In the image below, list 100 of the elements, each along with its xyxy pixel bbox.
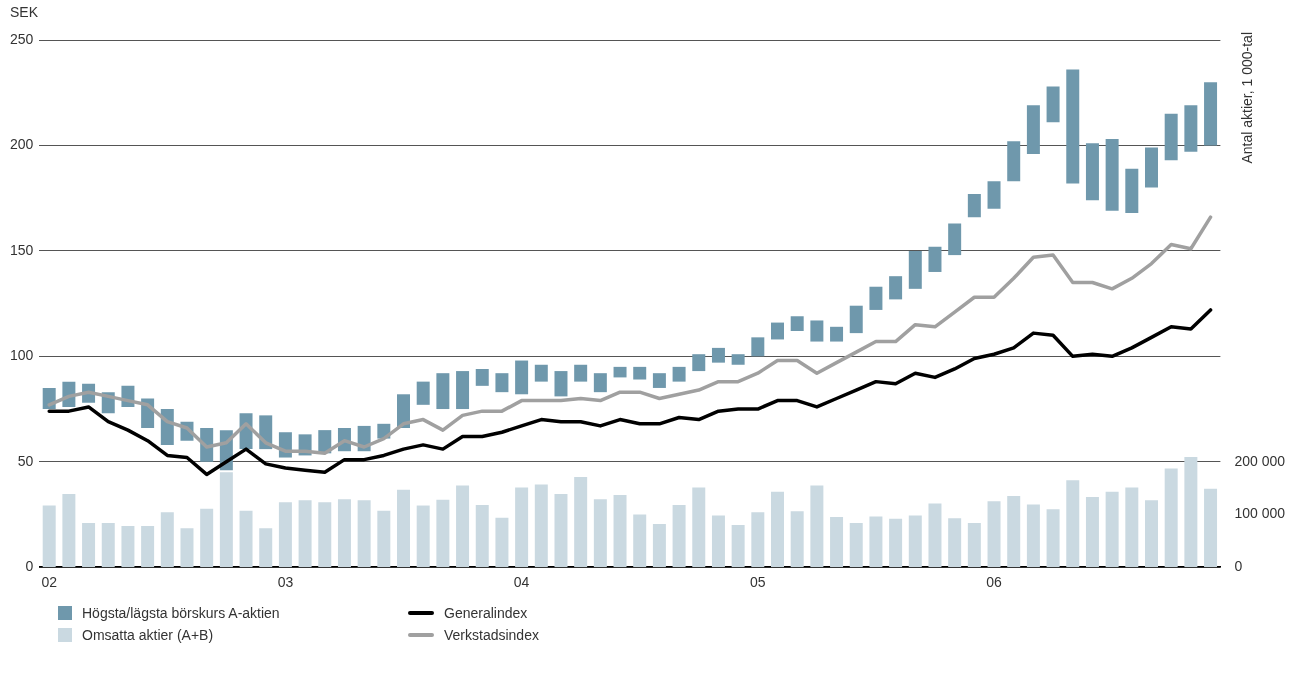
y2-tick-label: 0 (1234, 558, 1243, 575)
bar (790, 511, 804, 568)
bar (1085, 497, 1099, 568)
bar (1145, 147, 1158, 188)
bar (731, 525, 745, 568)
y-tick-label: 0 (25, 558, 34, 575)
bar (475, 504, 489, 568)
bar (1007, 496, 1021, 568)
x-tick-label: 02 (41, 574, 58, 591)
bar (318, 502, 332, 568)
x-tick-label: 04 (513, 574, 530, 591)
bar (436, 499, 450, 568)
bar (948, 223, 962, 256)
bar (1125, 487, 1139, 568)
y-tick-label: 200 (10, 136, 34, 153)
bar (711, 347, 725, 363)
bar (416, 505, 430, 568)
bar (1105, 139, 1119, 211)
bar (534, 484, 548, 568)
bar (810, 320, 824, 342)
bar (436, 373, 450, 410)
y-tick-label: 100 (10, 347, 34, 364)
y-tick-label: 50 (17, 452, 34, 469)
bar (1204, 82, 1218, 146)
bar (1164, 113, 1178, 161)
bar (456, 485, 470, 568)
bar (790, 316, 804, 332)
y-axis-title: SEK (10, 3, 39, 20)
bar (515, 487, 529, 568)
bar (751, 512, 765, 568)
bar (672, 366, 686, 382)
bar (652, 523, 666, 568)
bar (1184, 457, 1198, 568)
bar (593, 373, 607, 393)
bar (377, 510, 391, 568)
bar (1164, 468, 1178, 568)
bar (1066, 480, 1080, 568)
bar (475, 368, 489, 386)
bar (1085, 143, 1099, 201)
bar (987, 181, 1001, 209)
bar (121, 526, 135, 568)
bar (692, 354, 706, 372)
bar (534, 364, 548, 382)
bar (1125, 168, 1139, 213)
bar (456, 371, 470, 410)
bar (416, 381, 430, 405)
bar (574, 477, 588, 568)
bar (889, 518, 903, 568)
bar (771, 322, 784, 340)
bar (278, 502, 292, 568)
x-tick-label: 03 (277, 574, 294, 591)
bar (889, 276, 903, 300)
bar (1105, 491, 1119, 568)
bar (82, 522, 96, 568)
bar (849, 522, 863, 568)
y-tick-label: 150 (10, 241, 34, 258)
bar (830, 326, 844, 342)
bar (1046, 509, 1060, 568)
bar (515, 360, 529, 395)
bar (731, 354, 745, 365)
bar (574, 364, 588, 382)
bar (554, 371, 568, 397)
bar (200, 508, 214, 568)
bar (652, 373, 666, 388)
bar (849, 305, 863, 334)
bar (692, 487, 706, 568)
bar (1145, 500, 1158, 568)
bar (948, 518, 962, 568)
y-tick-label: 250 (10, 30, 34, 47)
bar (495, 373, 509, 393)
bar (1066, 69, 1080, 184)
bar (160, 512, 174, 568)
bar (298, 500, 312, 568)
bar (141, 526, 155, 568)
bar (908, 250, 922, 289)
bar (810, 485, 824, 568)
bar (613, 366, 627, 378)
bar (1026, 105, 1040, 154)
bar (357, 500, 371, 568)
y2-axis-title: Antal aktier, 1 000-tal (1239, 32, 1256, 164)
bar (633, 366, 647, 380)
x-tick-label: 06 (986, 574, 1003, 591)
bar (42, 505, 56, 568)
y2-tick-label: 100 000 (1234, 505, 1286, 522)
bar (869, 516, 883, 568)
bar (987, 501, 1001, 568)
bar (101, 522, 115, 568)
bar (633, 514, 647, 568)
bar (1026, 504, 1040, 568)
bar (711, 515, 725, 568)
bar (908, 515, 922, 568)
bar (928, 503, 942, 568)
bar (1184, 105, 1198, 152)
bar (62, 493, 76, 568)
bar (751, 337, 765, 357)
legend-label: Omsatta aktier (A+B) (82, 626, 214, 644)
bar (1007, 141, 1021, 182)
bar (830, 517, 844, 568)
bar (397, 489, 411, 568)
bar (593, 499, 607, 568)
